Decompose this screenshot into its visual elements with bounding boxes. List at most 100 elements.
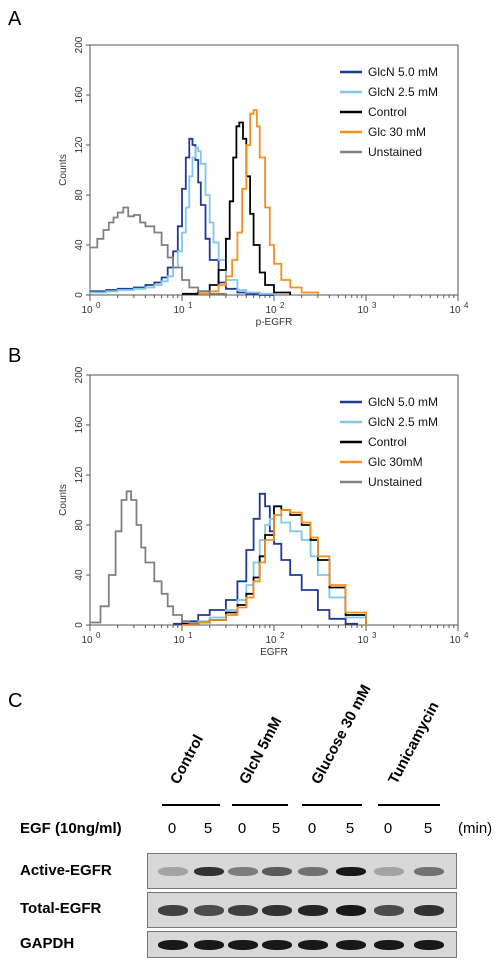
egf-label: EGF (10ng/ml) [20,820,122,837]
chart-b-xtick-label: 10 [81,635,93,646]
group-label-0: Control [166,731,208,787]
chart-a-xtick-label: 10 [449,305,461,316]
total-band-7 [414,904,444,916]
chart-b-ytick-label: 0 [74,622,85,628]
chart-a-xtick-exp: 0 [96,301,101,310]
chart-a-ytick-label: 80 [74,189,85,201]
chart-a-ytick-label: 40 [74,239,85,251]
chart-a-series-line-2 [182,121,292,295]
chart-a-xtick-label: 10 [265,305,277,316]
gapdh-band-5 [336,939,366,950]
chart-b-xtick-label: 10 [357,635,369,646]
active-band-2 [228,866,258,876]
chart-a-legend-label: Unstained [368,145,422,159]
chart-b-legend-label: Unstained [368,475,422,489]
chart-a-ytick-label: 0 [74,292,85,298]
chart-b-xtick-exp: 1 [188,631,193,640]
chart-b-xlabel: EGFR [260,647,288,658]
chart-b-xtick-exp: 3 [372,631,377,640]
chart-a-xtick-exp: 3 [372,301,377,310]
chart-a-xtick-exp: 2 [280,301,285,310]
gapdh-band-1 [194,939,224,950]
chart-a-ytick-label: 120 [74,136,85,153]
panel-letter-a: A [8,8,22,30]
chart-a-legend-label: GlcN 5.0 mM [368,65,438,79]
chart-b-xtick-label: 10 [173,635,185,646]
chart-b-legend-label: GlcN 5.0 mM [368,395,438,409]
chart-a-xtick-exp: 4 [464,301,469,310]
total-band-6 [374,904,404,916]
active-band-3 [262,866,292,876]
chart-a-series-line-3 [198,109,319,295]
chart-b-legend-label: Control [368,435,407,449]
group-label-2: Glucose 30 mM [307,681,375,787]
chart-b-plot-frame [89,374,459,626]
chart-a-ytick-label: 200 [74,36,85,53]
active-band-7 [414,866,444,876]
active-band-6 [374,866,404,876]
chart-b-legend-label: GlcN 2.5 mM [368,415,438,429]
chart-a-xtick-label: 10 [81,305,93,316]
chart-a-ylabel: Counts [58,154,69,186]
time-label-5: 5 [345,820,355,837]
chart-a-ytick-label: 160 [74,86,85,103]
chart-a-series-line-1 [90,146,275,295]
time-label-6: 0 [383,820,393,837]
chart-a-xtick-label: 10 [173,305,185,316]
time-label-7: 5 [423,820,433,837]
chart-a-series-line-4 [90,206,227,295]
gapdh-band-2 [228,939,258,950]
total-band-4 [298,904,328,916]
time-label-0: 0 [167,820,177,837]
gapdh-band-0 [158,939,188,950]
time-label-2: 0 [237,820,247,837]
total-band-5 [336,904,366,916]
group-label-3: Tunicamycin [384,699,443,787]
panel-letter-c: C [8,690,23,712]
active-band-4 [298,866,328,876]
row-label-total: Total-EGFR [20,900,102,917]
time-unit-label: (min) [458,820,493,837]
chart-a-legend-label: Glc 30 mM [368,125,426,139]
blot-gapdh [147,931,457,958]
chart-b-xtick-label: 10 [449,635,461,646]
group-bar-3 [378,804,440,806]
blot-total-egfr [147,892,457,928]
group-bar-1 [232,804,288,806]
chart-b-ytick-label: 40 [74,569,85,581]
gapdh-band-3 [262,939,292,950]
gapdh-band-4 [298,939,328,950]
chart-a-xtick-exp: 1 [188,301,193,310]
blot-active-egfr [147,853,457,889]
gapdh-band-6 [374,939,404,950]
group-bar-2 [302,804,362,806]
total-band-0 [158,904,188,916]
chart-b-series-line-1 [182,514,367,625]
chart-b-series-line-0 [173,492,358,625]
time-label-4: 0 [307,820,317,837]
chart-b-xtick-exp: 4 [464,631,469,640]
western-blot-panel: Control GlcN 5mM Glucose 30 mM Tunicamycin … [0,682,501,960]
chart-b-legend-label: Glc 30mM [368,455,423,469]
chart-b-xtick-exp: 0 [96,631,101,640]
time-label-1: 5 [203,820,213,837]
chart-b-series-line-3 [182,509,367,626]
chart-a-xtick-label: 10 [357,305,369,316]
chart-b-xtick-exp: 2 [280,631,285,640]
group-bar-0 [162,804,220,806]
chart-a-legend-label: GlcN 2.5 mM [368,85,438,99]
chart-b-ylabel: Counts [58,484,69,516]
row-label-gapdh: GAPDH [20,935,75,952]
chart-b-ytick-label: 160 [74,416,85,433]
total-band-3 [262,904,292,916]
row-label-active: Active-EGFR [20,862,112,879]
gapdh-band-7 [414,939,444,950]
chart-a-xlabel: p-EGFR [256,317,293,328]
active-band-5 [336,866,366,876]
chart-b-ytick-label: 200 [74,366,85,383]
chart-b-ytick-label: 120 [74,466,85,483]
total-band-2 [228,904,258,916]
chart-b-xtick-label: 10 [265,635,277,646]
